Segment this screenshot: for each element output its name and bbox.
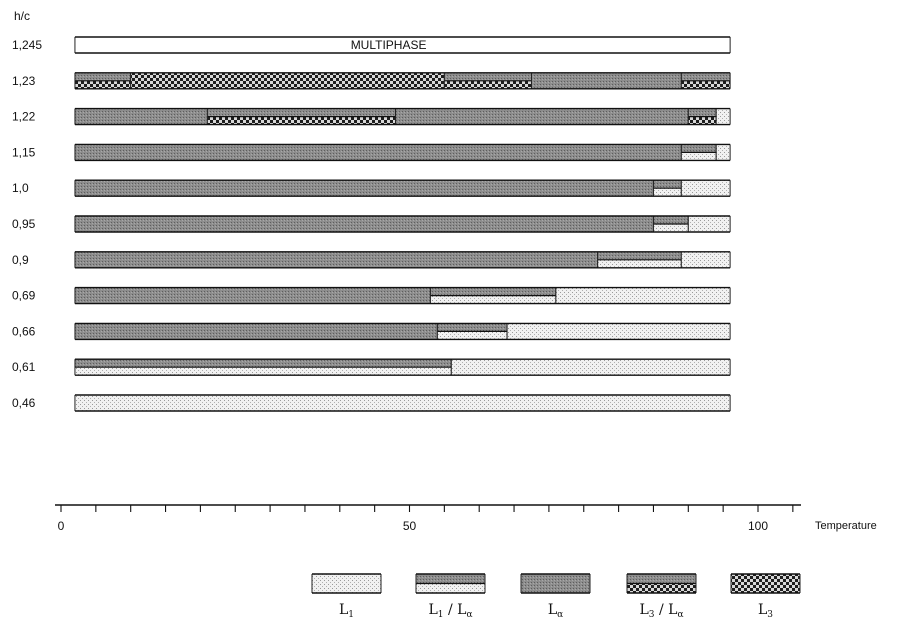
segment-l3la bbox=[74, 72, 132, 89]
segment-l1 bbox=[680, 251, 731, 268]
segment-l1 bbox=[680, 180, 731, 197]
multiphase-label: MULTIPHASE bbox=[351, 38, 427, 52]
row-label: 0,95 bbox=[12, 217, 36, 231]
y-axis-title: h/c bbox=[14, 9, 30, 23]
segment-la bbox=[74, 323, 438, 340]
segment-la bbox=[74, 108, 208, 125]
segment-l1 bbox=[715, 108, 731, 125]
legend-swatch bbox=[520, 574, 591, 593]
segment-l1 bbox=[506, 323, 731, 340]
row-0-95: 0,95 bbox=[12, 215, 731, 233]
segment-l1 bbox=[555, 287, 731, 304]
legend-item-l1la: L1 / Lα bbox=[415, 573, 486, 620]
legend-label: L1 / Lα bbox=[428, 602, 472, 620]
legend: L1 L1 / Lα Lα L3 / Lα L3 bbox=[311, 573, 801, 620]
row-label: 0,46 bbox=[12, 396, 36, 410]
row-label: 0,9 bbox=[12, 253, 29, 267]
legend-item-l1: L1 bbox=[311, 573, 382, 620]
x-axis-title: Temperature bbox=[815, 520, 877, 532]
legend-label: L1 bbox=[339, 602, 354, 620]
row-1-0: 1,0 bbox=[12, 179, 731, 197]
row-label: 1,23 bbox=[12, 74, 36, 88]
row-1-22: 1,22 bbox=[12, 107, 731, 126]
legend-swatch bbox=[311, 574, 382, 593]
segment-l3la bbox=[206, 108, 397, 125]
segment-l1 bbox=[450, 359, 731, 376]
segment-l3la bbox=[680, 72, 731, 89]
legend-swatch bbox=[626, 574, 697, 593]
segment-la bbox=[74, 144, 682, 161]
phase-rows: 1,245 MULTIPHASE 1,23 1,22 1,15 1,0 0,95 0,9 0,6… bbox=[12, 36, 731, 412]
segment-l1la bbox=[680, 144, 717, 161]
row-0-66: 0,66 bbox=[12, 322, 731, 341]
row-1-23: 1,23 bbox=[12, 72, 731, 90]
segment-la bbox=[74, 287, 431, 304]
row-label: 0,61 bbox=[12, 360, 36, 374]
row-0-9: 0,9 bbox=[12, 251, 731, 269]
x-tick-label: 100 bbox=[748, 519, 768, 533]
segment-l3la bbox=[443, 72, 532, 89]
segment-la bbox=[74, 251, 599, 268]
row-label: 1,245 bbox=[12, 38, 42, 52]
legend-item-la: Lα bbox=[520, 573, 591, 620]
segment-l1la bbox=[652, 180, 682, 197]
row-1-15: 1,15 bbox=[12, 143, 731, 162]
segment-l1la bbox=[436, 323, 508, 340]
legend-swatch bbox=[415, 574, 486, 593]
legend-label: L3 bbox=[758, 602, 773, 620]
legend-swatch bbox=[730, 574, 801, 593]
segment-l3 bbox=[130, 72, 445, 89]
row-label: 0,66 bbox=[12, 324, 36, 338]
segment-l1la bbox=[652, 216, 689, 232]
x-tick-label: 50 bbox=[403, 519, 417, 533]
x-axis: 0 50 100 bbox=[55, 504, 801, 533]
segment-l1la bbox=[597, 251, 682, 268]
row-0-61: 0,61 bbox=[12, 358, 731, 376]
legend-label: Lα bbox=[548, 602, 563, 620]
row-1-245: 1,245 MULTIPHASE bbox=[12, 36, 731, 54]
segment-l1 bbox=[715, 144, 731, 161]
x-tick-label: 0 bbox=[58, 519, 65, 533]
segment-la bbox=[395, 108, 689, 125]
row-label: 1,0 bbox=[12, 181, 29, 195]
legend-item-l3la: L3 / Lα bbox=[626, 573, 697, 620]
segment-l1la bbox=[74, 359, 452, 376]
legend-label: L3 / Lα bbox=[639, 602, 683, 620]
segment-l1la bbox=[429, 287, 557, 304]
row-0-69: 0,69 bbox=[12, 286, 731, 305]
segment-la bbox=[74, 180, 654, 197]
segment-la bbox=[74, 216, 654, 232]
row-label: 1,15 bbox=[12, 145, 36, 159]
row-label: 1,22 bbox=[12, 110, 36, 124]
legend-item-l3: L3 bbox=[730, 573, 801, 620]
segment-l3la bbox=[687, 108, 717, 125]
segment-multiphase bbox=[74, 37, 731, 53]
row-0-46: 0,46 bbox=[12, 394, 731, 412]
segment-l1 bbox=[74, 395, 731, 411]
row-label: 0,69 bbox=[12, 289, 36, 303]
segment-l1 bbox=[687, 216, 731, 232]
segment-la bbox=[530, 72, 682, 89]
